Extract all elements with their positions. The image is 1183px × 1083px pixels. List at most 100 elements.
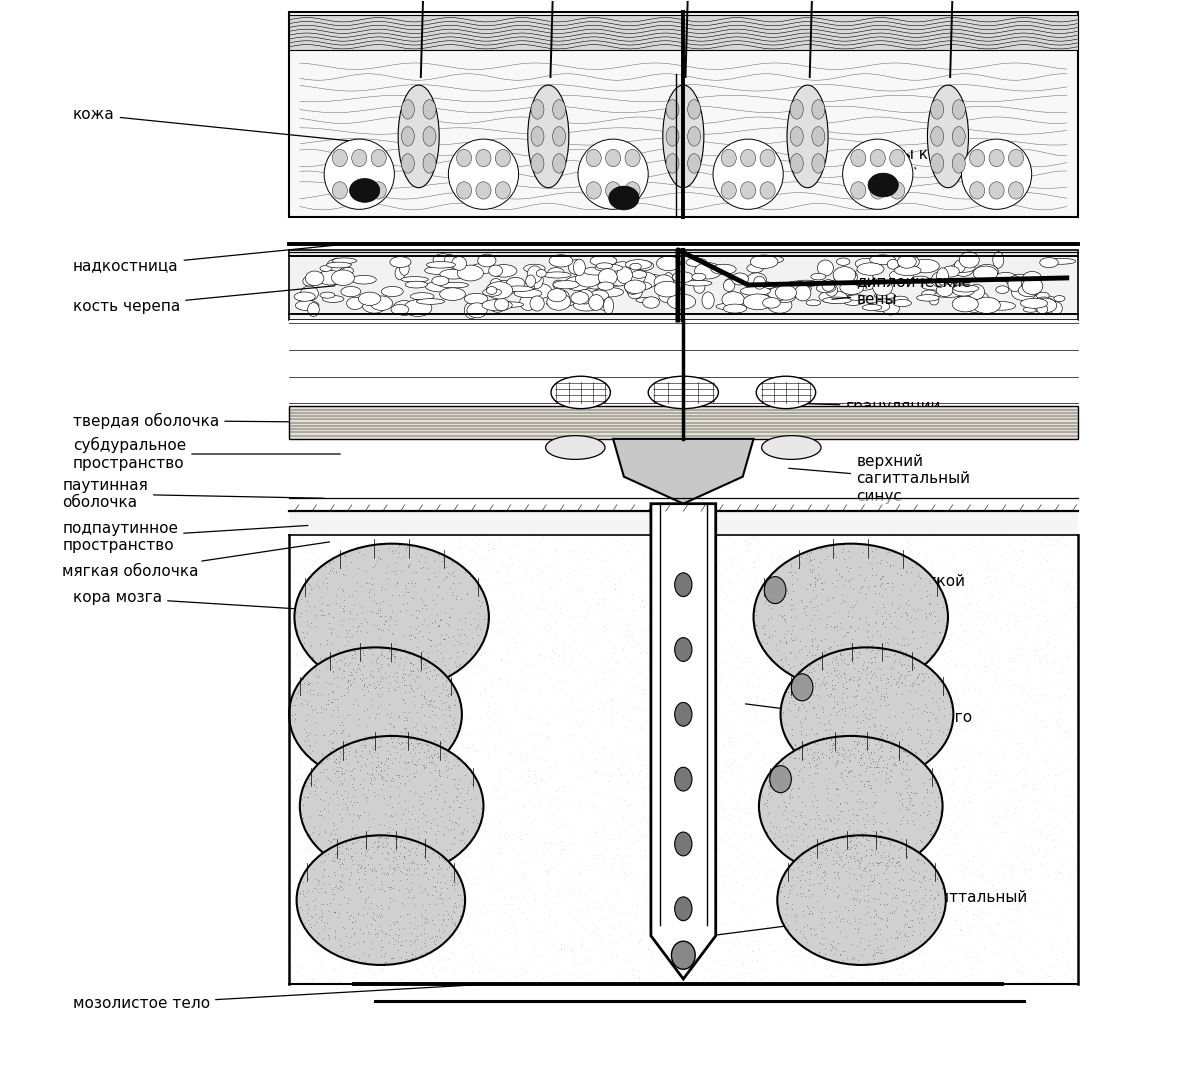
Point: [918, 819, 937, 836]
Point: [836, 748, 855, 766]
Point: [799, 827, 817, 845]
Point: [541, 795, 560, 812]
Point: [354, 780, 373, 797]
Point: [428, 696, 447, 714]
Point: [782, 553, 801, 571]
Point: [589, 699, 608, 716]
Point: [433, 649, 452, 666]
Point: [877, 674, 896, 691]
Point: [437, 674, 455, 691]
Point: [558, 903, 577, 921]
Point: [324, 903, 343, 921]
Point: [498, 726, 517, 743]
Point: [820, 775, 839, 793]
Point: [786, 758, 804, 775]
Point: [789, 859, 808, 876]
Point: [946, 925, 965, 942]
Ellipse shape: [931, 154, 944, 173]
Point: [290, 872, 309, 889]
Point: [306, 705, 325, 722]
Point: [396, 850, 415, 867]
Point: [686, 825, 705, 843]
Point: [982, 588, 1001, 605]
Point: [415, 854, 434, 872]
Point: [900, 748, 919, 766]
Ellipse shape: [439, 283, 468, 288]
Point: [762, 783, 781, 800]
Point: [396, 579, 415, 597]
Point: [765, 623, 784, 640]
Point: [547, 596, 565, 613]
Ellipse shape: [774, 289, 796, 302]
Point: [292, 880, 311, 898]
Point: [289, 917, 308, 935]
Point: [341, 864, 360, 882]
Point: [787, 832, 806, 849]
Point: [362, 695, 381, 713]
Point: [997, 817, 1016, 834]
Point: [525, 587, 544, 604]
Point: [285, 808, 304, 825]
Point: [816, 539, 835, 557]
Point: [357, 529, 376, 546]
Point: [874, 700, 893, 717]
Point: [420, 748, 439, 766]
Point: [446, 653, 465, 670]
Point: [413, 642, 432, 660]
Point: [341, 725, 360, 742]
Point: [920, 770, 939, 787]
Point: [962, 883, 981, 900]
Point: [803, 898, 822, 915]
Point: [429, 530, 448, 547]
Point: [849, 559, 868, 576]
Point: [836, 814, 855, 832]
Point: [384, 545, 403, 562]
Point: [494, 888, 513, 905]
Point: [904, 796, 923, 813]
Point: [801, 561, 820, 578]
Point: [800, 617, 819, 635]
Point: [539, 906, 558, 924]
Point: [368, 739, 387, 756]
Point: [849, 556, 868, 573]
Point: [641, 569, 660, 586]
Point: [839, 606, 858, 624]
Point: [425, 745, 444, 762]
Point: [801, 902, 820, 919]
Point: [809, 635, 828, 652]
Point: [812, 631, 830, 649]
Point: [283, 696, 302, 714]
Point: [737, 817, 756, 834]
Point: [830, 692, 849, 709]
Point: [879, 874, 898, 891]
Point: [776, 887, 795, 904]
Point: [521, 955, 539, 973]
Point: [368, 785, 387, 803]
Point: [873, 780, 892, 797]
Point: [930, 869, 949, 886]
Point: [555, 657, 574, 675]
Point: [800, 547, 819, 564]
Point: [394, 656, 413, 674]
Point: [400, 617, 419, 635]
Point: [726, 973, 745, 990]
Point: [396, 539, 415, 557]
Point: [622, 609, 641, 626]
Point: [687, 861, 706, 878]
Point: [587, 934, 606, 951]
Point: [848, 747, 867, 765]
Point: [749, 960, 768, 977]
Point: [840, 840, 859, 858]
Point: [452, 831, 471, 848]
Point: [383, 848, 402, 865]
Point: [898, 747, 917, 765]
Point: [306, 660, 325, 677]
Point: [313, 606, 332, 624]
Point: [649, 950, 668, 967]
Point: [897, 783, 916, 800]
Point: [308, 928, 327, 945]
Point: [382, 667, 401, 684]
Point: [877, 770, 896, 787]
Ellipse shape: [395, 266, 405, 279]
Point: [776, 649, 795, 666]
